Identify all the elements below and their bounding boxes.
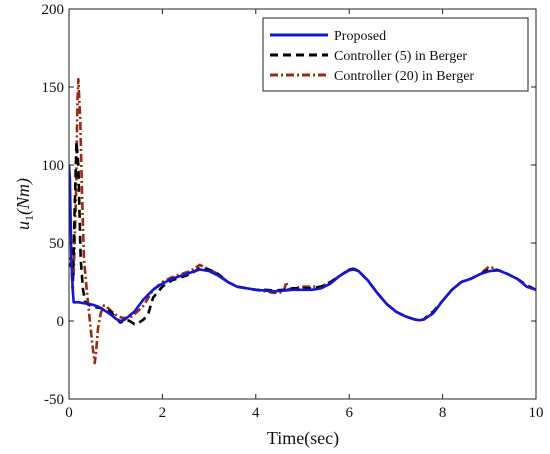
legend-label-proposed: Proposed: [334, 29, 386, 44]
x-tick-label-1: 2: [159, 405, 167, 421]
y-tick-label-3: 100: [42, 158, 65, 174]
x-tick-label-4: 8: [439, 405, 447, 421]
y-tick-label-0: -50: [44, 392, 64, 408]
x-axis-label: Time(sec): [267, 428, 339, 449]
legend-box: [262, 17, 529, 92]
x-tick-label-5: 10: [529, 405, 544, 421]
y-tick-label-5: 200: [42, 2, 65, 18]
x-tick-label-0: 0: [65, 405, 73, 421]
plot-frame: [68, 8, 537, 400]
y-axis-label: u1(Nm): [13, 178, 36, 230]
series-line-0: [69, 164, 536, 323]
y-tick-label-1: 0: [57, 314, 65, 330]
y-tick-label-2: 50: [49, 236, 64, 252]
x-tick-label-2: 4: [252, 405, 260, 421]
x-tick-label-3: 6: [345, 405, 353, 421]
legend-label-controller-20: Controller (20) in Berger: [334, 69, 474, 84]
y-tick-label-4: 150: [42, 80, 65, 96]
y-axis-label-symbol: u: [13, 221, 33, 230]
y-axis-label-unit: (Nm): [13, 178, 34, 215]
y-axis-label-subscript: 1: [22, 215, 36, 221]
series-layer: [69, 77, 536, 365]
legend-label-controller-5: Controller (5) in Berger: [334, 49, 467, 64]
legend: Proposed Controller (5) in Berger Contro…: [262, 17, 529, 92]
